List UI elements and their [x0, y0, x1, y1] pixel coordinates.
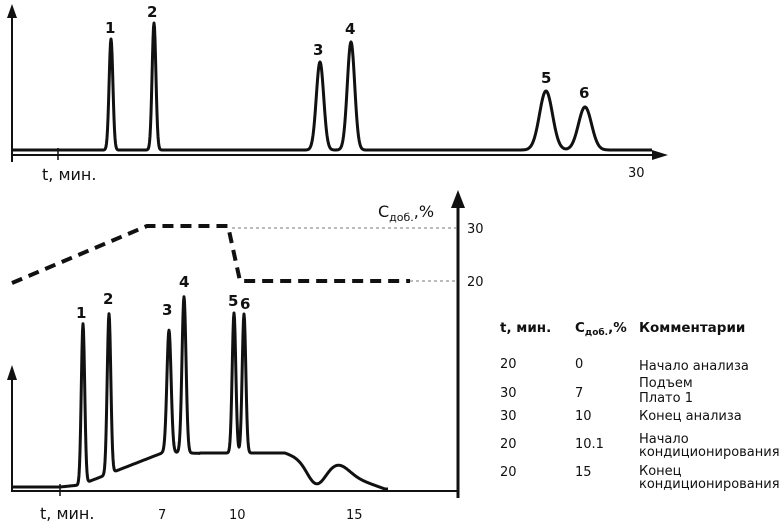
table-row-2-comment-line2: Плато 1: [639, 391, 693, 406]
bottom-trace: [11, 295, 389, 491]
top-peak-label-1: 1: [105, 19, 115, 37]
bottom-peak-label-5: 5: [228, 292, 238, 310]
bottom-y-axis-arrowhead: [7, 365, 17, 380]
top-chromatogram: 1 2 3 4 5 6 t, мин. 30: [7, 3, 668, 184]
table-row-5-comment-line1: Конец: [639, 464, 682, 479]
table-row-5-conc: 15: [575, 465, 592, 480]
table-row-2-conc: 7: [575, 386, 584, 401]
table-header-time: t, мин.: [500, 320, 552, 336]
table-row-4-time: 20: [500, 437, 517, 452]
table-header-conc: Cдоб.,%: [575, 320, 627, 338]
table-row-4-comment-line1: Начало: [639, 432, 689, 447]
gradient-profile: [11, 224, 410, 285]
table-row-3-conc: 10: [575, 409, 592, 424]
top-x-axis-arrowhead: [652, 150, 668, 160]
table-row-4-conc: 10.1: [575, 437, 604, 452]
bottom-peak-label-6: 6: [240, 295, 250, 313]
table-row-1-conc: 0: [575, 357, 584, 372]
table-header-comment: Комментарии: [639, 320, 746, 336]
top-peak-label-5: 5: [541, 69, 551, 87]
gradient-tick-20: 20: [467, 275, 484, 290]
top-x-axis-label: t, мин.: [42, 165, 96, 184]
top-peak-label-4: 4: [345, 20, 355, 38]
table-row-1-time: 20: [500, 357, 517, 372]
top-trace: [11, 21, 653, 152]
top-y-axis-arrowhead: [7, 4, 17, 18]
table-row-4-comment-line2: кондиционирования: [639, 445, 780, 460]
bottom-chromatogram: Cдоб.,% 30 20 1 2 3 4 5 6 t, мин. 7 10 1…: [7, 190, 484, 522]
bottom-peak-label-3: 3: [162, 301, 172, 319]
top-peak-label-6: 6: [579, 84, 589, 102]
table-row-2-time: 30: [500, 386, 517, 401]
top-peak-label-3: 3: [313, 41, 323, 59]
gradient-axis-arrowhead: [451, 190, 465, 208]
table-row-3-comment: Конец анализа: [639, 409, 742, 424]
table-row-2-comment-line1: Подъем: [639, 376, 693, 391]
gradient-tick-30: 30: [467, 222, 484, 237]
bottom-x-tick-15: 15: [346, 508, 363, 522]
bottom-x-axis-label: t, мин.: [40, 504, 94, 522]
top-x-tick-30: 30: [628, 166, 645, 181]
table-row-3-time: 30: [500, 409, 517, 424]
table-row-5-time: 20: [500, 465, 517, 480]
bottom-peak-label-2: 2: [103, 290, 113, 308]
top-peak-label-2: 2: [147, 3, 157, 21]
table-row-5-comment-line2: кондиционирования: [639, 477, 780, 492]
bottom-peak-label-4: 4: [179, 273, 189, 291]
table-row-1-comment: Начало анализа: [639, 359, 749, 374]
gradient-axis-label: Cдоб.,%: [378, 202, 434, 224]
bottom-x-tick-10: 10: [229, 508, 246, 522]
bottom-peak-label-1: 1: [76, 304, 86, 322]
bottom-x-tick-7: 7: [158, 508, 166, 522]
